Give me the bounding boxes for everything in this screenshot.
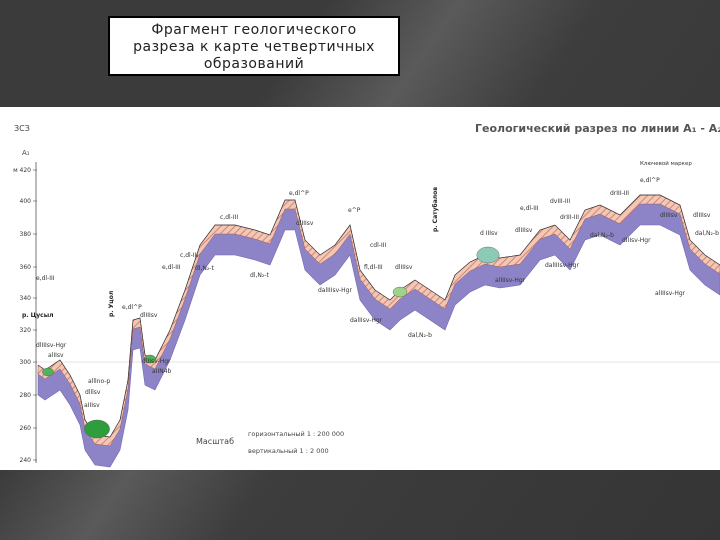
geo-index-label: dlIIIsv-Hgr [36,342,67,349]
geo-index-label: dl,N₂-t [250,272,269,279]
title-line: разреза к карте четвертичных [133,39,375,55]
elevation-label: 300 [20,359,32,366]
elevation-label: 340 [20,295,32,302]
geo-index-label: aIIIsv [84,402,100,409]
geo-index-label: dlIIIsv [296,220,314,227]
geo-index-label: cdl-III [370,242,386,249]
geo-index-label: dlIIIsv [515,227,533,234]
geo-index-label: dalIIIsv-Hgr [318,287,352,294]
geo-index-label: dalIIsv-Hgr [350,317,383,324]
geo-index-label: dlllsv [85,389,101,396]
alluvium-lens [42,367,54,377]
geo-index-label: drIII-III [610,190,629,197]
geo-index-label: e,dl-III [36,275,55,282]
geo-index-label: e,dl^P [122,304,142,311]
geo-index-label: alIIsv [48,352,64,359]
elevation-label: 360 [20,264,32,271]
geo-index-label: e,dl-III [520,205,539,212]
title-line: Фрагмент геологического [151,22,357,38]
geo-index-label: dlIIIsv [140,312,158,319]
geo-index-label: drIII-III [560,214,579,221]
elevation-label: 260 [20,425,32,432]
geo-index-label: c,dl-III [180,252,198,259]
elevation-label: 380 [20,231,32,238]
title-line: образований [203,56,305,72]
elevation-label: 240 [20,457,32,464]
geo-index-label: e^P [348,207,361,214]
scale-label: Масштаб [196,437,234,446]
geo-index-label: dlIIsv-Hgr [142,358,171,365]
geo-index-label: dIIIsv-Hgr [622,237,651,244]
geo-index-label: e,dl^P [640,177,660,184]
geo-index-label: d IIIsv [480,230,498,237]
elevation-label: 320 [20,327,32,334]
river-label: р. Уцол [108,291,115,317]
geo-index-label: dal,N₂-b [695,230,719,237]
alluvium-lens [144,354,156,364]
scale-horizontal: горизонтальный 1 : 200 000 [248,430,344,438]
alluvium-lens [476,246,500,264]
geo-index-label: aIIN4b [152,368,172,375]
geo-index-label: dlIIIsv [660,212,678,219]
section-title: Геологический разрез по линии A₁ - A₂ [475,122,720,135]
geological-section: ЗСЗ A₁ Геологический разрез по линии A₁ … [0,107,720,470]
alluvium-lens [84,419,110,439]
geo-index-label: dlIIIsv [693,212,711,219]
river-label: р. Цусыл [22,312,54,319]
geo-index-label: alIIIsv-Hgr [655,290,686,297]
elevation-label: 400 [20,198,32,205]
geo-index-label: alIIIsv-Hgr [495,277,526,284]
slide-title: Фрагмент геологического разреза к карте … [108,16,400,76]
surface-line [37,194,720,438]
geo-index-label: fl,dl-III [364,264,383,271]
geo-index-label: dlIIIsv [395,264,413,271]
river-label: р. Сатубалов [432,187,439,232]
scale-vertical: вертикальный 1 : 2 000 [248,447,329,455]
legend-note: Ключевой маркер [640,160,692,167]
geo-index-label: e,dl-III [162,264,181,271]
elevation-label: м 420 [13,167,31,174]
geo-index-label: dvIII-III [550,198,570,205]
geo-index-label: alllno-p [88,378,110,385]
geo-index-label: dal,N₂-b [590,232,614,239]
direction: ЗСЗ [14,124,30,133]
geo-index-label: dalIIIsv-Hgr [545,262,579,269]
profile-start: A₁ [22,149,30,157]
elevation-label: 280 [20,392,32,399]
alluvium-lens [392,286,408,298]
geo-index-label: e,dl^P [289,190,309,197]
geo-index-label: dl,N₂-t [195,265,214,272]
geo-index-label: c,dl-III [220,214,238,221]
geo-index-label: dal,N₂-b [408,332,432,339]
